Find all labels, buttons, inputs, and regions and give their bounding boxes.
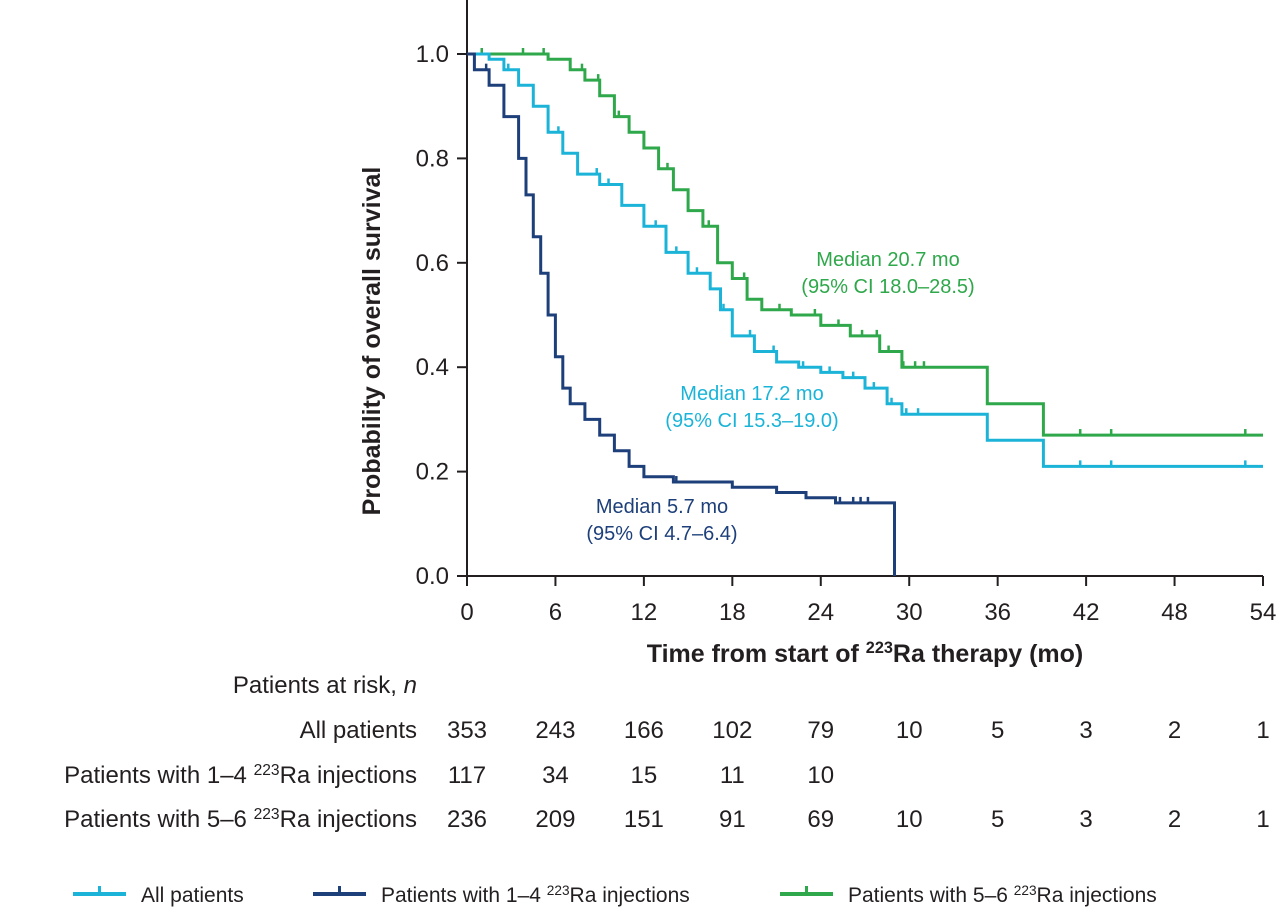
axes: 0.0 0.2 0.4 0.6 0.8 1.0 0 6 12 18 24 30 36 42 48 54 Time… bbox=[358, 0, 1276, 668]
legend-item-all: All patients bbox=[73, 884, 244, 907]
median-annotations: Median 17.2 mo (95% CI 15.3–19.0) Median 5… bbox=[586, 249, 974, 545]
median-ci-1to4: (95% CI 4.7–6.4) bbox=[586, 523, 737, 545]
risk-row-label: Patients with 1–4 223Ra injections bbox=[64, 762, 417, 790]
risk-cell: 3 bbox=[1079, 806, 1092, 833]
risk-cell: 5 bbox=[991, 806, 1004, 833]
y-tick-label: 1.0 bbox=[416, 41, 449, 68]
risk-table-header: Patients at risk, n bbox=[233, 672, 417, 699]
x-tick-label: 0 bbox=[460, 599, 473, 626]
risk-cell: 11 bbox=[720, 762, 745, 789]
x-tick-label: 12 bbox=[631, 599, 658, 626]
series-group bbox=[467, 48, 1263, 576]
risk-cell: 166 bbox=[624, 717, 664, 744]
risk-cell: 2 bbox=[1168, 806, 1181, 833]
series-1to4 bbox=[467, 52, 896, 576]
series-line-1to4 bbox=[467, 52, 896, 576]
series-line-5to6 bbox=[467, 52, 1263, 437]
risk-cell: 10 bbox=[896, 717, 923, 744]
risk-cell: 102 bbox=[712, 717, 752, 744]
risk-cell: 209 bbox=[535, 806, 575, 833]
risk-cell: 79 bbox=[807, 717, 834, 744]
risk-cell: 236 bbox=[447, 806, 487, 833]
risk-row-label: Patients with 5–6 223Ra injections bbox=[64, 806, 417, 834]
x-tick-label: 18 bbox=[719, 599, 746, 626]
x-tick-label: 42 bbox=[1073, 599, 1100, 626]
x-tick-label: 54 bbox=[1250, 599, 1277, 626]
legend-label: Patients with 1–4 223Ra injections bbox=[381, 883, 690, 908]
risk-row: Patients with 1–4 223Ra injections 117 34 1… bbox=[64, 762, 834, 790]
median-label-5to6: Median 20.7 mo bbox=[816, 249, 959, 271]
x-tick-label: 24 bbox=[807, 599, 834, 626]
legend: All patients Patients with 1–4 223Ra inje… bbox=[73, 883, 1157, 908]
risk-cell: 69 bbox=[807, 806, 834, 833]
median-label-1to4: Median 5.7 mo bbox=[596, 496, 728, 518]
risk-row-label: All patients bbox=[300, 717, 417, 744]
risk-cell: 3 bbox=[1079, 717, 1092, 744]
risk-cell: 91 bbox=[719, 806, 746, 833]
risk-cell: 10 bbox=[896, 806, 923, 833]
x-tick-label: 48 bbox=[1161, 599, 1188, 626]
risk-cell: 117 bbox=[448, 762, 486, 789]
risk-cell: 15 bbox=[631, 762, 658, 789]
risk-cell: 1 bbox=[1256, 806, 1269, 833]
legend-item-5to6: Patients with 5–6 223Ra injections bbox=[780, 883, 1157, 908]
x-tick-label: 36 bbox=[984, 599, 1011, 626]
y-axis-title: Probability of overall survival bbox=[358, 167, 386, 516]
risk-cell: 1 bbox=[1256, 717, 1269, 744]
series-line-all bbox=[467, 52, 1263, 468]
series-5to6 bbox=[467, 48, 1263, 437]
risk-cell: 34 bbox=[542, 762, 569, 789]
risk-cell: 5 bbox=[991, 717, 1004, 744]
legend-label: All patients bbox=[141, 884, 244, 907]
risk-cell: 10 bbox=[807, 762, 834, 789]
y-tick-label: 0.0 bbox=[416, 563, 449, 590]
y-tick-label: 0.8 bbox=[416, 145, 449, 172]
risk-row: All patients 353 243 166 102 79 10 5 3 2 1 bbox=[300, 717, 1270, 744]
y-tick-label: 0.2 bbox=[416, 459, 449, 486]
x-tick-label: 30 bbox=[896, 599, 923, 626]
risk-row: Patients with 5–6 223Ra injections 236 209… bbox=[64, 806, 1270, 834]
median-label-all: Median 17.2 mo bbox=[680, 383, 823, 405]
series-all bbox=[467, 52, 1263, 468]
legend-label: Patients with 5–6 223Ra injections bbox=[848, 883, 1157, 908]
x-axis-title: Time from start of 223Ra therapy (mo) bbox=[647, 639, 1083, 668]
y-tick-label: 0.4 bbox=[416, 354, 449, 381]
risk-cell: 2 bbox=[1168, 717, 1181, 744]
y-tick-label: 0.6 bbox=[416, 250, 449, 277]
risk-cell: 353 bbox=[447, 717, 487, 744]
risk-cell: 243 bbox=[535, 717, 575, 744]
median-ci-all: (95% CI 15.3–19.0) bbox=[665, 410, 838, 432]
legend-item-1to4: Patients with 1–4 223Ra injections bbox=[313, 883, 690, 908]
median-ci-5to6: (95% CI 18.0–28.5) bbox=[801, 276, 974, 298]
risk-cell: 151 bbox=[624, 806, 664, 833]
x-tick-label: 6 bbox=[549, 599, 562, 626]
